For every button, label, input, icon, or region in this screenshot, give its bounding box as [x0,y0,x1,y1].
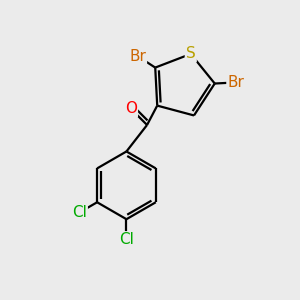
Text: S: S [186,46,196,62]
Text: Br: Br [129,49,146,64]
Text: O: O [125,101,137,116]
Text: Cl: Cl [119,232,134,247]
Text: Br: Br [227,75,244,90]
Text: Cl: Cl [72,205,87,220]
